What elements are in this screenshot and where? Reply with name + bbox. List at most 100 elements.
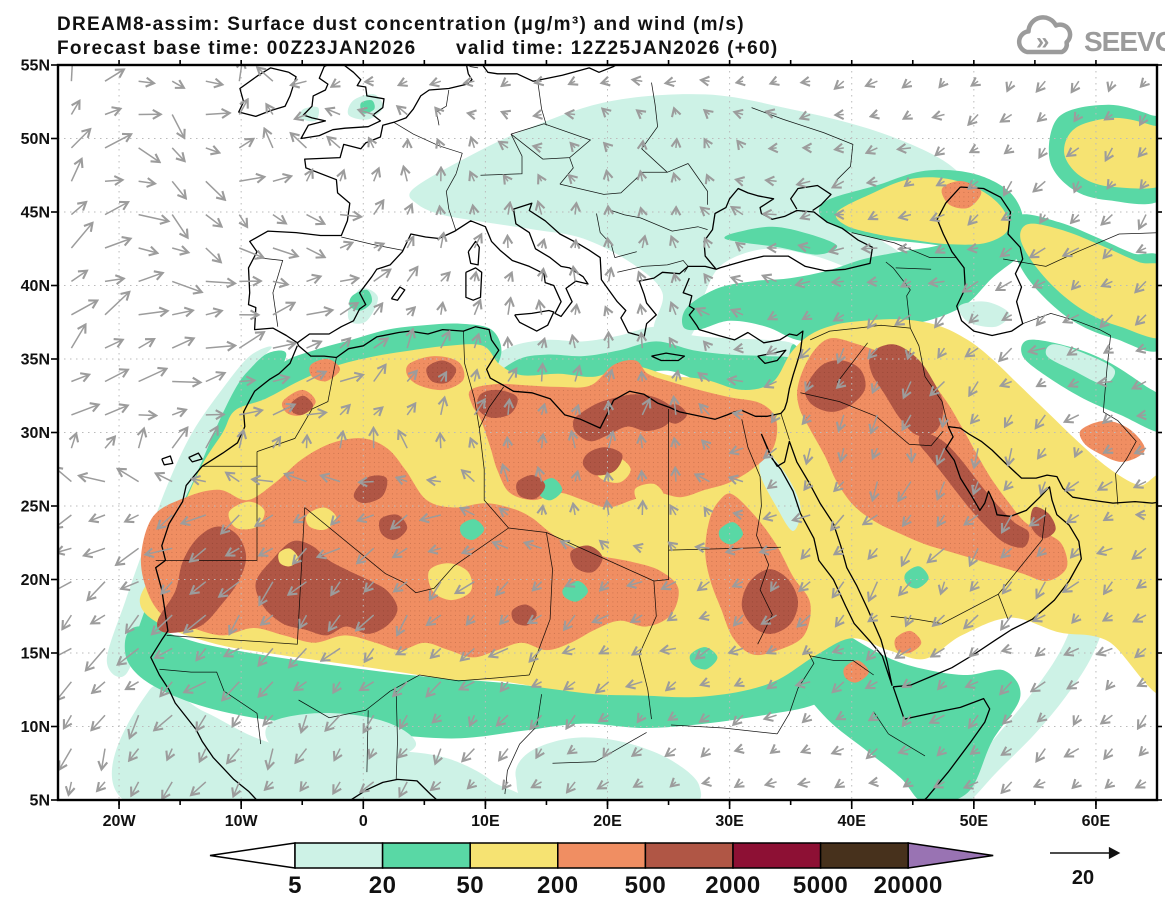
wind-arrow bbox=[542, 507, 543, 516]
wind-arrow bbox=[902, 547, 912, 565]
wind-arrow bbox=[407, 205, 411, 215]
wind-arrow bbox=[1106, 147, 1112, 160]
wind-arrow bbox=[155, 714, 173, 730]
wind-arrow bbox=[138, 339, 154, 349]
wind-arrow bbox=[797, 682, 811, 685]
x-tick-label: 30E bbox=[715, 813, 744, 830]
wind-arrow bbox=[736, 348, 743, 349]
wind-arrow bbox=[1075, 115, 1079, 121]
wind-arrow bbox=[969, 181, 979, 188]
wind-arrow bbox=[804, 648, 810, 653]
country-borders-layer bbox=[155, 66, 1157, 795]
wind-arrow bbox=[138, 415, 156, 416]
wind-arrow bbox=[332, 514, 341, 524]
wind-arrow bbox=[802, 749, 810, 752]
wind-arrow bbox=[635, 782, 643, 787]
wind-arrow bbox=[761, 548, 777, 552]
wind-arrow bbox=[1105, 515, 1113, 520]
wind-arrow bbox=[1138, 248, 1146, 252]
wind-arrow bbox=[1068, 682, 1080, 688]
wind-arrow bbox=[765, 515, 777, 519]
wind-arrow bbox=[1068, 515, 1080, 522]
wind-arrow bbox=[399, 81, 407, 85]
wind-arrow bbox=[339, 303, 357, 316]
wind-arrow bbox=[1141, 81, 1146, 86]
wind-arrow bbox=[1066, 648, 1080, 654]
wind-arrow bbox=[1072, 80, 1079, 91]
wind-arrow bbox=[238, 333, 263, 349]
wind-arrow bbox=[370, 748, 374, 758]
wind-arrow bbox=[899, 481, 912, 501]
wind-arrow bbox=[869, 547, 878, 558]
wind-arrow bbox=[997, 280, 1013, 289]
wind-arrow bbox=[669, 543, 676, 548]
wind-arrow bbox=[93, 681, 106, 693]
colorbar-cell bbox=[644, 842, 734, 869]
wind-arrow bbox=[1037, 748, 1046, 761]
wind-arrow bbox=[1037, 80, 1046, 91]
wind-arrow bbox=[931, 380, 946, 395]
wind-arrow bbox=[1032, 681, 1046, 691]
wind-arrow bbox=[473, 400, 484, 416]
wind-arrow bbox=[969, 214, 979, 224]
wind-arrow bbox=[663, 582, 677, 589]
wind-arrow bbox=[430, 548, 441, 551]
wind-arrow bbox=[80, 476, 106, 482]
wind-arrow bbox=[470, 714, 474, 725]
wind-arrow bbox=[172, 382, 200, 383]
wind-arrow bbox=[168, 748, 173, 760]
country-border bbox=[389, 674, 530, 692]
wind-arrow bbox=[671, 303, 676, 316]
wind-arrow bbox=[1137, 782, 1147, 787]
wind-arrow bbox=[732, 310, 744, 315]
country-border bbox=[670, 724, 778, 735]
wind-arrow bbox=[737, 180, 743, 182]
wind-arrow bbox=[502, 112, 508, 114]
wind-arrow bbox=[172, 311, 192, 315]
wind-arrow bbox=[702, 682, 710, 685]
wind-arrow bbox=[704, 782, 710, 783]
wind-arrow bbox=[628, 582, 643, 586]
wind-arrow bbox=[1031, 514, 1046, 525]
wind-arrow bbox=[904, 115, 911, 119]
wind-arrow bbox=[441, 398, 445, 416]
wind-arrow bbox=[867, 148, 878, 153]
wind-arrow bbox=[575, 204, 576, 215]
wind-arrow bbox=[903, 714, 911, 725]
map-panel bbox=[51, 60, 1162, 809]
country-border bbox=[617, 260, 689, 273]
wind-arrow bbox=[508, 273, 512, 281]
wind-arrow bbox=[674, 439, 676, 449]
wind-arrow bbox=[1035, 782, 1046, 786]
wind-arrow bbox=[272, 303, 294, 316]
wind-arrow bbox=[1104, 615, 1113, 620]
map-canvas bbox=[58, 65, 1157, 800]
wind-arrow bbox=[608, 474, 609, 482]
wind-arrow bbox=[737, 243, 743, 248]
wind-arrow bbox=[1105, 748, 1113, 759]
wind-arrow bbox=[306, 413, 326, 415]
wind-arrow bbox=[70, 101, 79, 115]
wind-arrow bbox=[542, 270, 544, 282]
coastline bbox=[247, 65, 473, 344]
wind-arrow bbox=[58, 681, 72, 700]
wind-arrow bbox=[806, 381, 810, 391]
wind-arrow bbox=[1104, 581, 1114, 594]
wind-arrow bbox=[736, 682, 743, 685]
country-border bbox=[611, 210, 708, 232]
wind-arrow bbox=[474, 273, 476, 282]
wind-arrow bbox=[969, 113, 979, 125]
dust-contour-level-5 bbox=[156, 526, 247, 633]
country-border bbox=[304, 507, 509, 594]
wind-arrow bbox=[1099, 382, 1113, 383]
wind-arrow bbox=[570, 81, 575, 84]
wind-arrow bbox=[937, 248, 945, 252]
wind-arrow bbox=[707, 176, 709, 182]
wind-arrow bbox=[965, 782, 979, 787]
wind-arrow bbox=[1003, 215, 1013, 220]
wind-arrow bbox=[676, 372, 678, 382]
wind-arrow bbox=[533, 782, 542, 787]
wind-arrow bbox=[200, 748, 206, 761]
wind-arrow bbox=[132, 781, 139, 795]
figure-titles: DREAM8-assim: Surface dust concentration… bbox=[57, 14, 777, 59]
